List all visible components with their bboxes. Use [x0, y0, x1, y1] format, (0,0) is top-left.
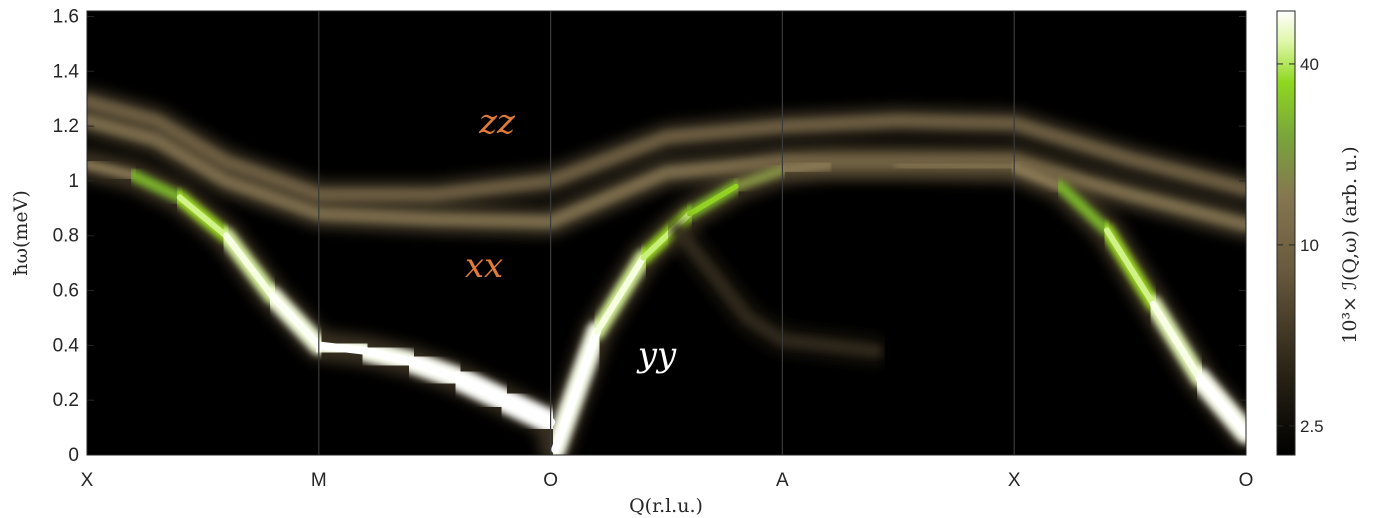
- band-yy: [87, 149, 1246, 455]
- y-tick-label: 0.6: [53, 281, 79, 302]
- series-label-zz: zz: [478, 102, 516, 142]
- y-tick-label: 1.6: [53, 6, 79, 27]
- band-highlight: [1149, 300, 1204, 382]
- band-highlight: [687, 183, 739, 217]
- y-tick-label: 0.4: [53, 335, 80, 356]
- band-highlight: [593, 254, 647, 335]
- x-tick-label: A: [776, 470, 789, 491]
- band-segment: [893, 159, 1020, 173]
- x-tick-label: M: [311, 470, 327, 491]
- y-tick-label: 1.4: [53, 61, 80, 82]
- y-tick-label: 0: [68, 445, 79, 466]
- band-segment: [730, 164, 788, 192]
- band-segment: [87, 159, 139, 181]
- band-core: [87, 95, 1246, 201]
- y-axis-label: ħω(meV): [10, 190, 32, 276]
- plot-frame: [86, 10, 1247, 456]
- band-highlight: [314, 341, 370, 355]
- high-symmetry-lines: [318, 11, 1015, 455]
- colorbar-tick-label: 10: [1300, 236, 1319, 255]
- band-segment: [1054, 180, 1113, 237]
- band-segment: [1009, 162, 1066, 192]
- band-highlight: [1103, 227, 1157, 308]
- band-highlight: [361, 346, 416, 366]
- colorbar: [1276, 10, 1296, 456]
- colorbar-tick-label: 40: [1300, 55, 1319, 74]
- y-tick-label: 0.2: [53, 390, 79, 411]
- series-label-yy: yy: [636, 335, 677, 375]
- band-zz: [87, 88, 1246, 208]
- band-highlight: [499, 395, 556, 427]
- y-tick-label: 1.2: [53, 116, 79, 137]
- dispersion-bands: [87, 88, 1246, 455]
- x-tick-label: X: [1008, 470, 1021, 491]
- y-tick-label: 1: [68, 171, 79, 192]
- y-tick-label: 0.8: [53, 226, 79, 247]
- x-tick-label: X: [81, 470, 94, 491]
- band-highlight: [407, 357, 463, 383]
- colorbar-tick-label: 2.5: [1300, 417, 1324, 436]
- x-tick-label: O: [1239, 470, 1254, 491]
- band-highlight: [222, 232, 276, 300]
- band-highlight: [176, 194, 230, 239]
- x-tick-label: O: [543, 470, 558, 491]
- band-segment: [777, 159, 834, 176]
- colorbar-label: 10³× ℐ(Q,ω) (arb. u.): [1339, 146, 1361, 343]
- x-axis-label: Q(r.l.u.): [629, 495, 703, 517]
- colorbar-ticks: 2.5 10 40: [1277, 55, 1324, 436]
- band-ghost: [665, 217, 889, 364]
- band-segment: [127, 169, 186, 204]
- band-core: [672, 224, 882, 357]
- band-highlight: [268, 292, 323, 350]
- band-highlight: [551, 327, 601, 454]
- y-axis-ticks: 0 0.2 0.4 0.6 0.8 1 1.2 1.4 1.6: [53, 6, 1246, 466]
- band-highlight: [1195, 374, 1246, 438]
- series-label-xx: xx: [465, 246, 503, 286]
- band-highlight: [453, 373, 509, 405]
